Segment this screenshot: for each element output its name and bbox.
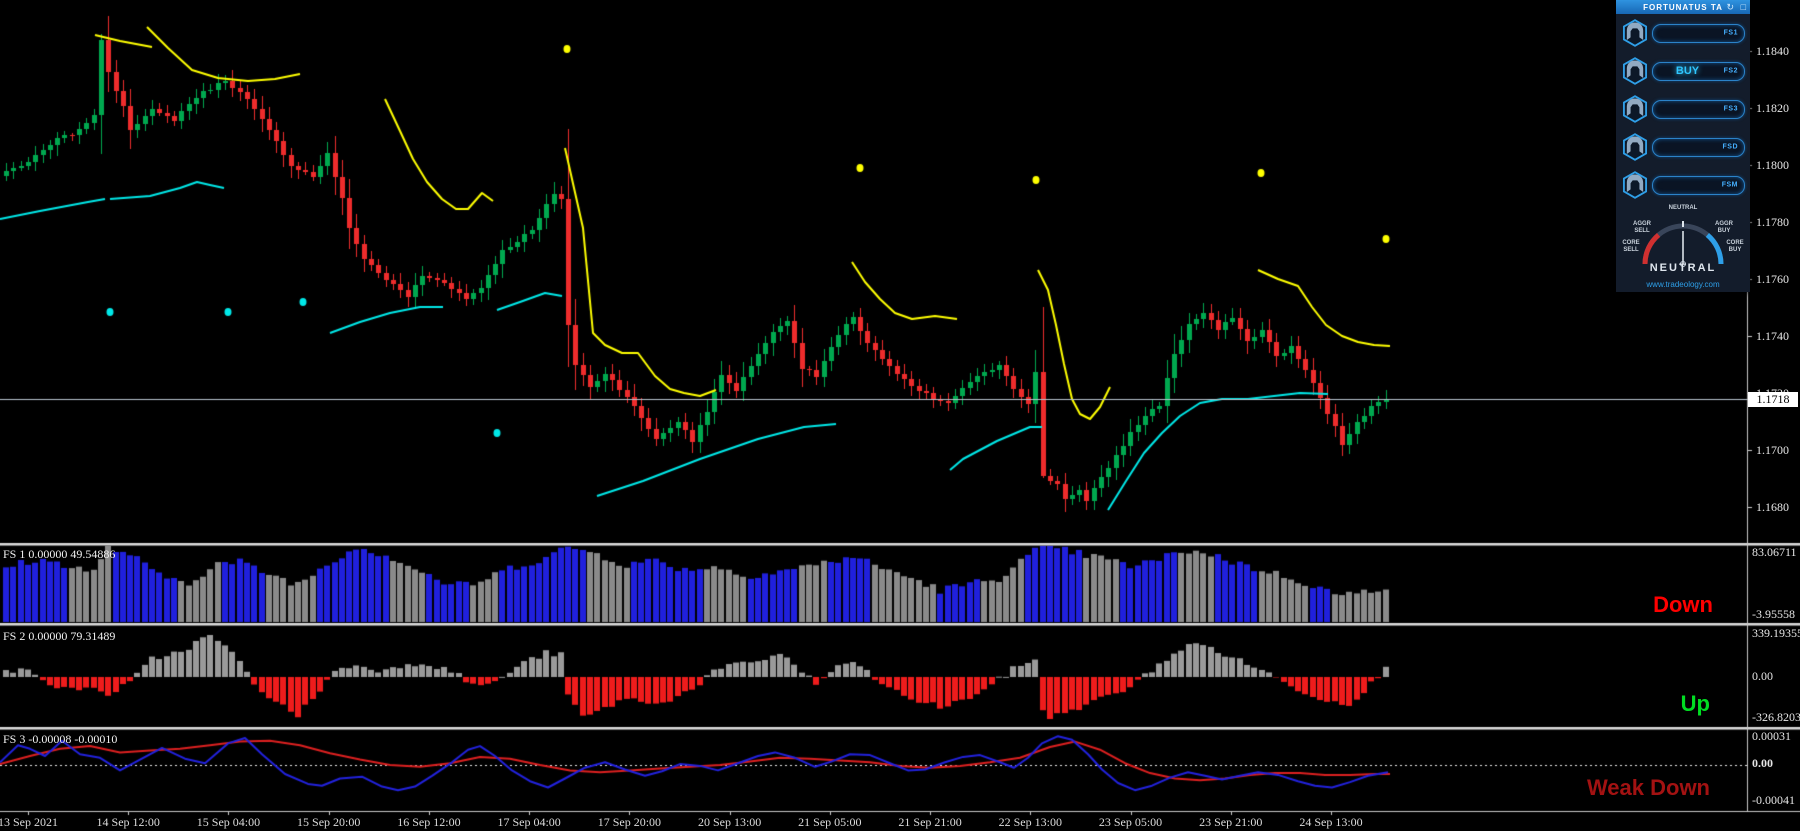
time-axis-label: 17 Sep 04:00 <box>497 815 561 829</box>
window-icon[interactable]: □ <box>1740 2 1746 12</box>
spartan-helmet-icon <box>1621 171 1649 199</box>
time-axis-label: 17 Sep 20:00 <box>597 815 662 829</box>
panel-button-fs2[interactable]: BUY FS2 <box>1621 56 1745 86</box>
spartan-helmet-icon <box>1621 133 1649 161</box>
signal-slot-fs2[interactable]: BUY FS2 <box>1652 61 1745 81</box>
panel-button-fsm[interactable]: FSM <box>1621 170 1745 200</box>
time-axis-label: 16 Sep 12:00 <box>397 815 461 829</box>
fs2-signal-up: Up <box>1680 691 1710 716</box>
current-price-tag: 1.1718 <box>1748 392 1798 407</box>
panel-website-link[interactable]: www.tradeology.com <box>1646 280 1720 289</box>
pane-title-fs2: FS 2 0.00000 79.31489 <box>3 629 116 643</box>
signal-slot-fs1[interactable]: FS1 <box>1652 23 1745 43</box>
fs3-min-value: -0.00041 <box>1752 793 1795 807</box>
spartan-helmet-icon <box>1621 95 1649 123</box>
price-axis-label: 1.1680 <box>1756 500 1789 514</box>
time-axis-label: 15 Sep 20:00 <box>297 815 361 829</box>
fs2-min-value: -326.8203 <box>1752 710 1800 724</box>
fs1-max-value: 83.06711 <box>1752 545 1797 559</box>
time-axis-label: 23 Sep 05:00 <box>1098 815 1163 829</box>
signal-slot-fsd[interactable]: FSD <box>1652 137 1745 157</box>
panel-button-fs3[interactable]: FS3 <box>1621 94 1745 124</box>
fs3-mid-value: 0.00 <box>1752 756 1773 770</box>
time-axis-label: 23 Sep 21:00 <box>1199 815 1263 829</box>
price-axis-label: 1.1760 <box>1756 272 1789 286</box>
time-axis-label: 21 Sep 05:00 <box>798 815 862 829</box>
fs1-signal-down: Down <box>1653 592 1713 617</box>
fs2-mid-value: 0.00 <box>1752 669 1773 683</box>
time-axis-label: 14 Sep 12:00 <box>96 815 160 829</box>
spartan-helmet-icon <box>1621 57 1649 85</box>
panel-rows: FS1 BUY FS2 FS3 FSD FSM <box>1616 18 1750 200</box>
time-axis-label: 22 Sep 13:00 <box>998 815 1062 829</box>
panel-title: FORTUNATUS TA <box>1643 2 1723 12</box>
price-axis-label: 1.1800 <box>1756 158 1789 172</box>
buy-signal-text: BUY <box>1675 65 1700 77</box>
gauge-label-core-buy: CORE BUY <box>1726 240 1744 253</box>
gauge-label-aggr-sell: AGGR SELL <box>1633 221 1651 234</box>
gauge-label-aggr-buy: AGGR BUY <box>1715 221 1733 234</box>
time-axis-label: 13 Sep 2021 <box>0 815 58 829</box>
fs1-min-value: -3.95558 <box>1752 607 1795 621</box>
price-axis-label: 1.1840 <box>1756 44 1789 58</box>
price-axis-label: 1.1700 <box>1756 443 1789 457</box>
gauge-label-neutral: NEUTRAL <box>1668 205 1698 211</box>
price-axis-label: 1.1780 <box>1756 215 1789 229</box>
time-axis-label: 20 Sep 13:00 <box>697 815 762 829</box>
fs3-max-value: 0.00031 <box>1752 729 1791 743</box>
gauge-label-core-sell: CORE SELL <box>1622 240 1640 253</box>
refresh-icon[interactable]: ↻ <box>1726 2 1734 12</box>
panel-button-fs1[interactable]: FS1 <box>1621 18 1745 48</box>
signal-slot-fs3[interactable]: FS3 <box>1652 99 1745 119</box>
fortunatus-panel: FORTUNATUS TA ↻ □ FS1 BUY FS2 FS3 FSD FSM NEU… <box>1616 0 1750 292</box>
panel-header: FORTUNATUS TA ↻ □ <box>1616 0 1750 14</box>
sentiment-gauge <box>1642 221 1724 267</box>
price-axis-label: 1.1820 <box>1756 101 1789 115</box>
fs2-max-value: 339.19355 <box>1752 626 1800 640</box>
time-axis-label: 15 Sep 04:00 <box>196 815 261 829</box>
spartan-helmet-icon <box>1621 19 1649 47</box>
signal-slot-fsm[interactable]: FSM <box>1652 175 1745 195</box>
fs3-signal-weak-down: Weak Down <box>1586 775 1710 800</box>
time-axis-label: 21 Sep 21:00 <box>898 815 962 829</box>
pane-title-fs1: FS 1 0.00000 49.54886 <box>3 547 116 561</box>
gauge-sell-arc <box>1642 232 1661 265</box>
time-axis-label: 24 Sep 13:00 <box>1299 815 1363 829</box>
gauge-buy-arc <box>1705 232 1724 265</box>
panel-button-fsd[interactable]: FSD <box>1621 132 1745 162</box>
price-axis-label: 1.1740 <box>1756 329 1789 343</box>
pane-title-fs3: FS 3 -0.00008 -0.00010 <box>3 732 118 746</box>
gauge-status: NEUTRAL <box>1649 262 1717 274</box>
